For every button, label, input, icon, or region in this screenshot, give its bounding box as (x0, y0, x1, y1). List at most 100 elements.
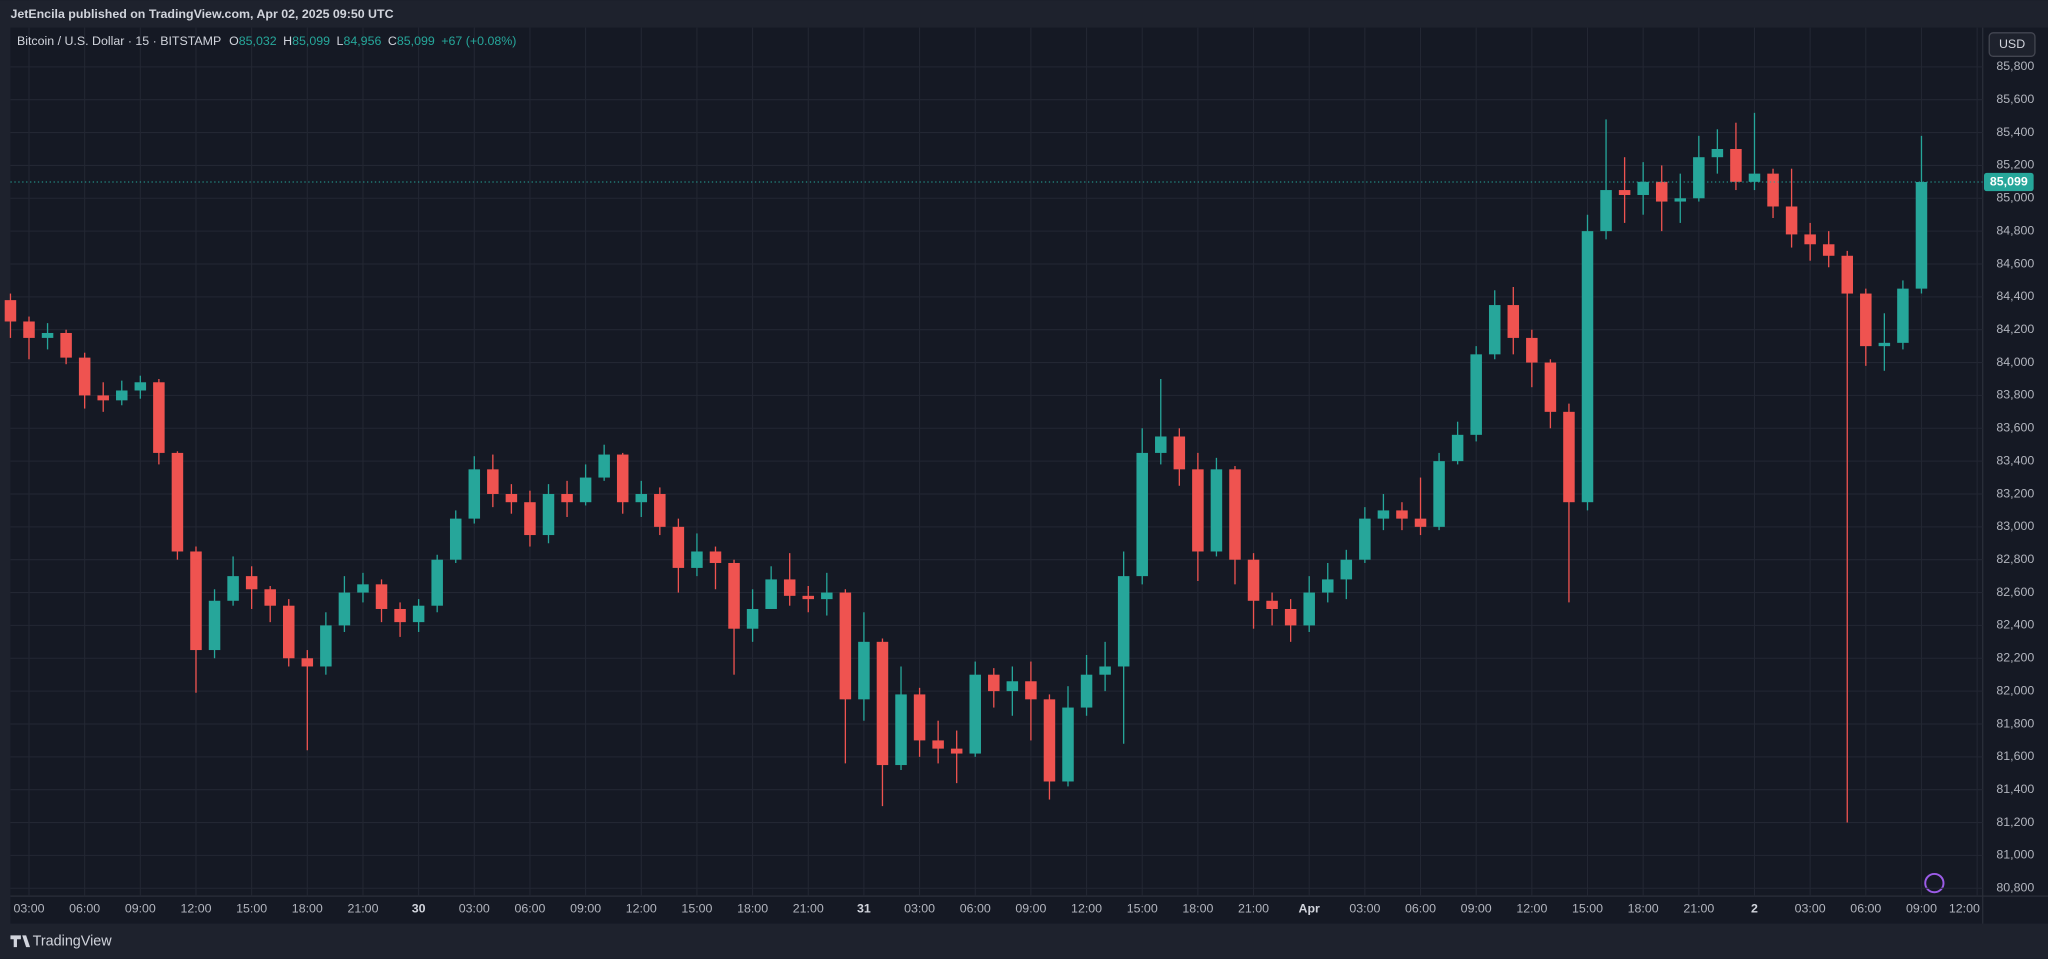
x-tick-label: 12:00 (180, 901, 211, 915)
currency-button[interactable] (1988, 32, 2036, 57)
x-tick-label: 15:00 (236, 901, 267, 915)
candle-body (283, 605, 295, 659)
x-tick-label: 06:00 (69, 901, 100, 915)
y-tick-label: 82,400 (1996, 618, 2034, 632)
y-tick-label: 85,000 (1996, 191, 2034, 205)
candles (4, 112, 1928, 823)
ohlc-key: O (229, 34, 239, 48)
ohlc-key: L (337, 34, 344, 48)
x-tick-label: 18:00 (1182, 901, 1213, 915)
candle-body (1266, 600, 1278, 609)
candle-body (1247, 559, 1260, 601)
candle-body (1322, 579, 1334, 593)
candle-body (1396, 510, 1408, 519)
candle-body (1507, 305, 1520, 338)
x-tick-label: 21:00 (1238, 901, 1269, 915)
y-tick-label: 83,600 (1996, 421, 2034, 435)
candle-body (60, 332, 72, 358)
candle-body (524, 502, 536, 536)
candle-body (394, 608, 406, 623)
x-tick-label: 09:00 (570, 901, 601, 915)
candle-body (728, 562, 740, 629)
candle-body (1526, 337, 1538, 363)
candle-body (1359, 518, 1371, 560)
y-tick-label: 81,400 (1996, 782, 2034, 796)
candle-body (1730, 148, 1742, 182)
candle-body (1210, 469, 1223, 552)
candle-body (1915, 182, 1928, 289)
candle-body (635, 493, 648, 503)
x-tick-label: 18:00 (292, 901, 323, 915)
candle-body (1340, 559, 1353, 580)
assistant-icon[interactable] (1924, 872, 1945, 894)
x-tick-label: 06:00 (960, 901, 991, 915)
y-tick-label: 84,800 (1996, 223, 2034, 237)
y-tick-label: 83,800 (1996, 388, 2034, 402)
candle-body (1488, 305, 1501, 355)
ohlc-value: 85,099 (397, 34, 435, 48)
x-tick-label: 18:00 (1628, 901, 1659, 915)
candle-body (301, 658, 314, 667)
x-tick-label: 09:00 (1461, 901, 1492, 915)
x-tick-label: 21:00 (1683, 901, 1714, 915)
candle-body (153, 382, 165, 453)
candle-body (1693, 157, 1705, 199)
candle-body (672, 526, 685, 568)
x-tick-label: 21:00 (793, 901, 824, 915)
candle-body (1637, 181, 1649, 195)
y-tick-label: 85,600 (1996, 92, 2034, 106)
candle-body (1006, 681, 1019, 692)
candle-body (190, 551, 202, 651)
candle-body (357, 584, 369, 593)
y-tick-label: 85,200 (1996, 158, 2034, 172)
y-tick-label: 82,800 (1996, 552, 2034, 566)
candle-body (41, 332, 54, 338)
x-tick-label: 12:00 (1949, 901, 1980, 915)
ohlc-value: 85,032 (239, 34, 277, 48)
candle-body (449, 518, 462, 560)
candle-body (320, 625, 332, 667)
candle-body (1600, 190, 1612, 232)
candle-body (1785, 206, 1798, 235)
candle-body (1043, 699, 1056, 782)
candle-body (1878, 342, 1891, 347)
ohlc-key: C (388, 34, 397, 48)
candle-body (1192, 469, 1204, 552)
candle-body (4, 300, 17, 322)
x-tick-label: 15:00 (1572, 901, 1603, 915)
candle-body (616, 454, 629, 503)
x-tick-label: 15:00 (1127, 901, 1158, 915)
y-tick-label: 85,400 (1996, 125, 2034, 139)
candle-body (802, 595, 815, 600)
candle-body (542, 493, 555, 536)
x-tick-label: 09:00 (125, 901, 156, 915)
y-tick-label: 83,000 (1996, 519, 2034, 533)
candle-body (988, 674, 1000, 692)
candle-body (97, 395, 109, 401)
candle-body (1655, 181, 1668, 202)
candle-body (1377, 510, 1390, 519)
candle-body (23, 321, 35, 338)
x-tick-label: 15:00 (681, 901, 712, 915)
x-tick-label: 18:00 (737, 901, 768, 915)
y-tick-label: 82,600 (1996, 585, 2034, 599)
candle-body (1099, 666, 1111, 675)
y-tick-label: 81,000 (1996, 848, 2034, 862)
y-tick-label: 81,200 (1996, 815, 2034, 829)
candle-body (1767, 173, 1779, 207)
candle-body (561, 493, 573, 503)
candle-body (1804, 234, 1816, 245)
publish-note: JetEncila published on TradingView.com, … (10, 7, 393, 21)
candle-body (1303, 592, 1315, 626)
candle-body (1841, 255, 1854, 294)
candle-body (1136, 452, 1148, 577)
candle-body (1414, 518, 1427, 527)
candle-body (1748, 173, 1761, 182)
candle-body (412, 605, 425, 623)
candle-body (876, 641, 889, 766)
candle-body (431, 559, 443, 606)
y-tick-label: 81,800 (1996, 716, 2034, 730)
x-tick-label: 06:00 (1405, 901, 1436, 915)
x-tick-label: 09:00 (1906, 901, 1937, 915)
